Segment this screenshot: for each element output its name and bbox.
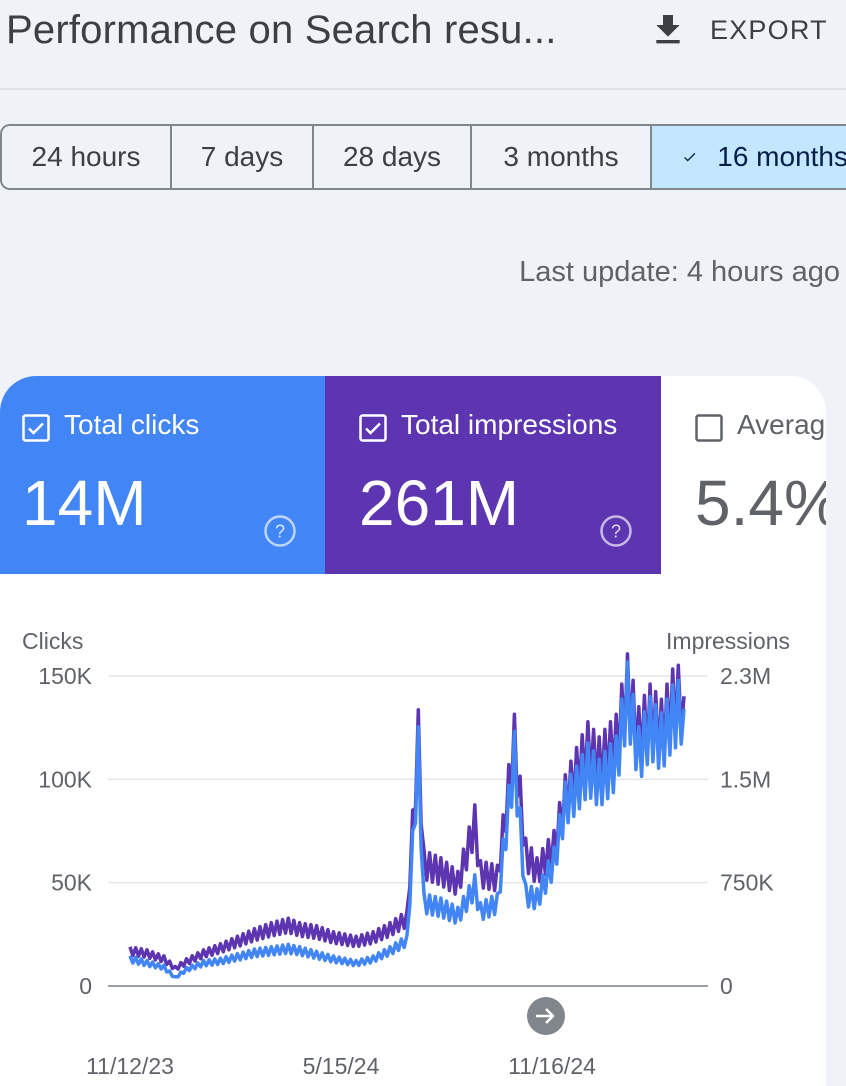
svg-text:?: ? bbox=[275, 522, 285, 542]
chart-lines bbox=[128, 652, 686, 979]
metric-total-clicks[interactable]: Total clicks 14M ? bbox=[0, 376, 325, 574]
date-range-selector: 24 hours 7 days 28 days 3 months 16 mont… bbox=[0, 124, 846, 190]
series-line-total-clicks bbox=[128, 660, 686, 979]
last-update-text: Last update: 4 hours ago bbox=[519, 256, 840, 288]
header: Performance on Search resu... EXPORT bbox=[0, 0, 846, 88]
right-tick-label: 1.5M bbox=[720, 766, 771, 792]
metric-label: Average CTR bbox=[737, 409, 826, 440]
right-axis-title: Impressions bbox=[666, 628, 790, 654]
checkbox-checked-icon[interactable] bbox=[22, 414, 50, 442]
metric-label: Total impressions bbox=[401, 409, 618, 440]
performance-card: Total clicks 14M ? Total impressions 261… bbox=[0, 376, 826, 1086]
metric-value: 261M bbox=[359, 467, 520, 539]
svg-text:?: ? bbox=[611, 522, 621, 542]
left-tick-label: 50K bbox=[51, 870, 93, 896]
page-title: Performance on Search resu... bbox=[6, 8, 557, 52]
metric-value: 14M bbox=[22, 467, 147, 539]
download-icon bbox=[656, 15, 680, 44]
range-28-days[interactable]: 28 days bbox=[314, 126, 472, 188]
metric-total-impressions[interactable]: Total impressions 261M ? bbox=[325, 376, 661, 574]
range-7-days[interactable]: 7 days bbox=[172, 126, 314, 188]
range-24-hours[interactable]: 24 hours bbox=[2, 126, 172, 188]
x-tick-label: 11/12/23 bbox=[86, 1053, 174, 1079]
left-tick-label: 100K bbox=[38, 766, 92, 792]
x-tick-label: 11/16/24 bbox=[508, 1053, 596, 1079]
range-3-months[interactable]: 3 months bbox=[472, 126, 652, 188]
chart-ticks: 150K 2.3M 100K 1.5M 50K 750K 0 0 11/12/23 5/15/24… bbox=[38, 663, 774, 1079]
left-tick-label: 150K bbox=[38, 663, 92, 689]
chart-next-button[interactable] bbox=[527, 997, 565, 1035]
checkbox-unchecked-icon[interactable] bbox=[695, 414, 723, 442]
range-16-months[interactable]: 16 months bbox=[652, 126, 846, 188]
help-icon[interactable]: ? bbox=[599, 514, 633, 548]
x-tick-label: 5/15/24 bbox=[303, 1053, 380, 1079]
performance-chart: Clicks Impressions 150K 2.3M 100K 1.5M 50K 75… bbox=[0, 574, 826, 1086]
check-icon bbox=[684, 152, 696, 162]
right-tick-label: 0 bbox=[720, 973, 733, 999]
metric-value: 5.4% bbox=[695, 467, 826, 539]
metric-average-ctr[interactable]: Average CTR 5.4% bbox=[661, 376, 826, 574]
header-divider bbox=[0, 88, 846, 90]
arrow-right-icon bbox=[536, 1008, 555, 1024]
right-tick-label: 2.3M bbox=[720, 663, 771, 689]
export-label: EXPORT bbox=[710, 14, 828, 45]
chart-svg: Clicks Impressions 150K 2.3M 100K 1.5M 50K 75… bbox=[22, 628, 790, 1079]
left-axis-title: Clicks bbox=[22, 628, 83, 654]
export-button[interactable]: EXPORT bbox=[648, 8, 828, 52]
left-tick-label: 0 bbox=[79, 973, 92, 999]
right-tick-label: 750K bbox=[720, 870, 774, 896]
metric-label: Total clicks bbox=[64, 409, 200, 440]
checkbox-checked-icon[interactable] bbox=[359, 414, 387, 442]
help-icon[interactable]: ? bbox=[263, 514, 297, 548]
